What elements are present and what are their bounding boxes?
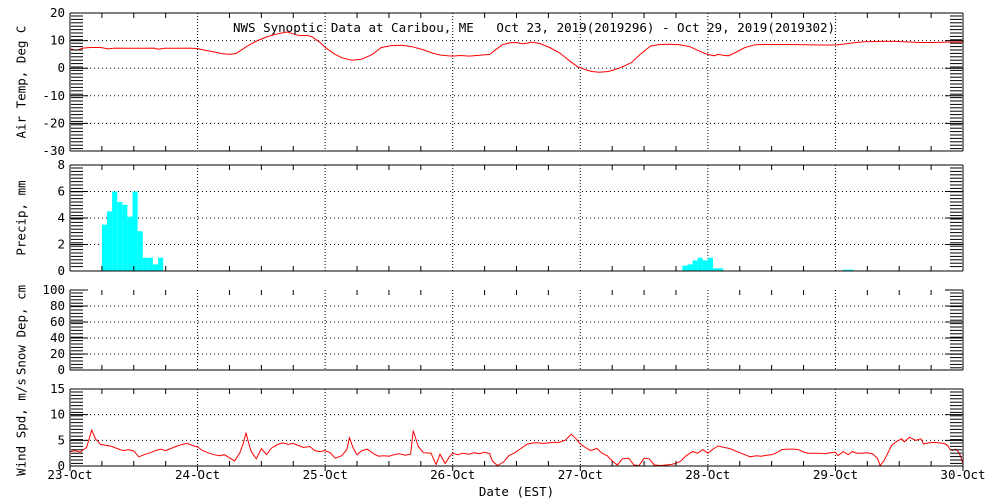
precip-bar [137,231,143,271]
tick-label: 23-Oct [47,467,92,482]
tick-label: 0 [57,458,65,473]
ylabel-air-temp: Air Temp, Deg C [13,25,29,139]
tick-label: 29-Oct [813,467,858,482]
tick-label: 27-Oct [558,467,603,482]
x-axis: 23-Oct 24-Oct 25-Oct 26-Oct 27-Oct 28-Oct 29-O… [47,466,986,482]
panel-wind-speed: 15 10 5 0 [50,381,964,473]
air-temp-line [69,31,963,73]
tick-label: 100 [42,282,65,297]
tick-label: 6 [57,184,65,199]
tick-label: 20 [50,346,65,361]
tick-label: 15 [50,381,65,396]
precip-bar [692,260,698,271]
tick-label: 8 [57,157,65,172]
tick-label: 20 [50,5,65,20]
precip-bar [682,265,688,271]
precip-bar [843,269,849,271]
panel-precipitation: 8 6 4 2 0 [57,157,964,278]
tick-label: -30 [42,143,65,158]
precip-bar [106,211,113,271]
precip-bar [147,257,153,271]
tick-label: 26-Oct [430,467,475,482]
tick-label: 30-Oct [940,467,985,482]
ylabel-wind-speed: Wind Spd, m/s [13,378,29,476]
tick-label: 0 [57,263,65,278]
precip-bar [117,202,123,271]
tick-label: 0 [57,362,65,377]
precip-bar [687,264,693,271]
panel-air-temperature: 20 10 0 -10 -20 -30 [42,5,964,158]
precipitation-bars [101,191,854,271]
precip-bar [158,257,164,271]
precip-bar [142,257,148,271]
tick-label: 24-Oct [175,467,220,482]
x-axis-label: Date (EST) [478,484,555,499]
tick-label: -20 [42,115,65,130]
precip-bar [101,224,107,271]
tick-label: 10 [50,407,65,422]
tick-label: -10 [42,88,65,103]
tick-label: 25-Oct [303,467,348,482]
tick-label: 28-Oct [685,467,730,482]
wind-line [69,428,964,467]
precip-bar [127,216,133,271]
tick-label: 80 [50,298,65,313]
tick-label: 10 [50,33,65,48]
ylabel-precip: Precip, mm [13,180,29,256]
ylabel-snow-depth: Snow Dep, cm [13,284,29,376]
precip-bar [132,191,138,271]
tick-label: 60 [50,314,65,329]
precip-bar [848,269,854,271]
tick-label: 40 [50,330,65,345]
precip-bar [122,204,128,271]
precip-bar [707,257,713,271]
precip-bar [697,257,703,271]
tick-label: 0 [57,60,65,75]
tick-label: 5 [57,432,65,447]
precip-bar [112,191,118,271]
tick-label: 2 [57,237,65,252]
chart-title: NWS Synoptic Data at Caribou, ME Oct 23,… [233,20,836,35]
precip-bar [712,268,719,271]
precip-bar [152,264,159,271]
precip-bar [718,268,724,271]
precip-bar [702,260,708,271]
tick-label: 4 [57,210,65,225]
